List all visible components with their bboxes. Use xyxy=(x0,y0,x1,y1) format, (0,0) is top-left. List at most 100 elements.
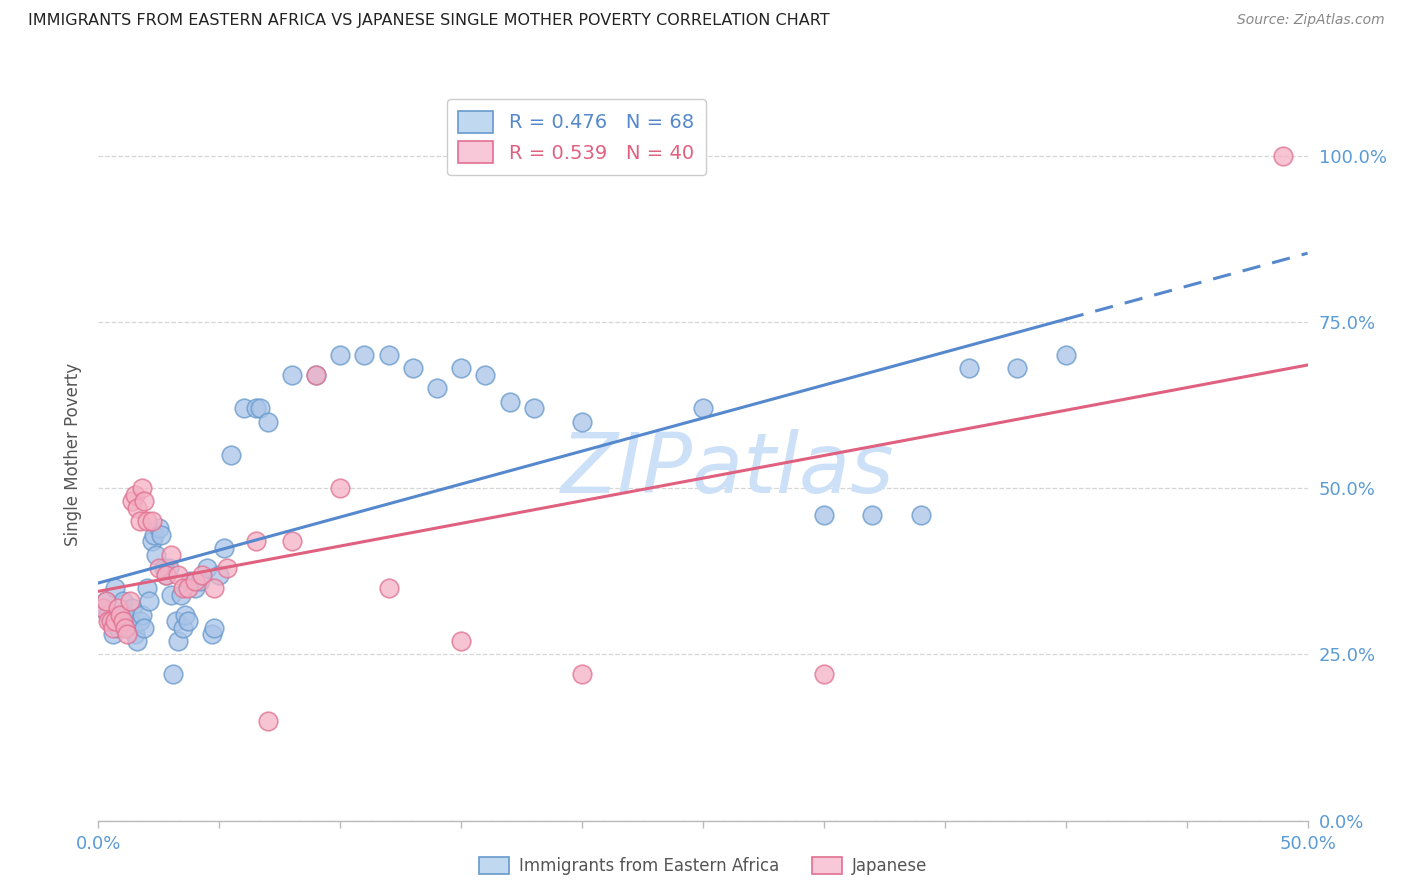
Point xyxy=(97,607,120,622)
Point xyxy=(221,448,243,462)
Point xyxy=(195,561,218,575)
Point xyxy=(177,581,200,595)
Point xyxy=(377,348,399,362)
Point xyxy=(450,634,472,648)
Point xyxy=(118,594,141,608)
Point xyxy=(1272,149,1295,163)
Point xyxy=(155,567,177,582)
Point xyxy=(523,401,546,416)
Point xyxy=(121,494,143,508)
Point xyxy=(329,481,352,495)
Text: IMMIGRANTS FROM EASTERN AFRICA VS JAPANESE SINGLE MOTHER POVERTY CORRELATION CHA: IMMIGRANTS FROM EASTERN AFRICA VS JAPANE… xyxy=(28,13,830,29)
Point xyxy=(165,614,187,628)
Point xyxy=(281,534,304,549)
Point xyxy=(100,614,122,628)
Legend: Immigrants from Eastern Africa, Japanese: Immigrants from Eastern Africa, Japanese xyxy=(472,850,934,882)
Point xyxy=(305,368,328,383)
Point xyxy=(426,381,449,395)
Point xyxy=(145,548,167,562)
Point xyxy=(111,614,134,628)
Point xyxy=(177,614,200,628)
Point xyxy=(474,368,496,383)
Point xyxy=(94,594,117,608)
Point xyxy=(155,567,177,582)
Point xyxy=(138,594,160,608)
Point xyxy=(377,581,399,595)
Point xyxy=(256,714,278,728)
Point xyxy=(148,561,170,575)
Point xyxy=(108,614,131,628)
Point xyxy=(91,600,114,615)
Point xyxy=(329,348,352,362)
Point xyxy=(860,508,883,522)
Point xyxy=(117,621,139,635)
Text: ZIPatlas: ZIPatlas xyxy=(561,429,894,510)
Point xyxy=(179,574,201,589)
Point xyxy=(188,574,211,589)
Point xyxy=(232,401,254,416)
Point xyxy=(160,548,183,562)
Point xyxy=(249,401,271,416)
Point xyxy=(152,561,174,575)
Point xyxy=(117,627,139,641)
Point xyxy=(101,621,124,635)
Point xyxy=(94,594,117,608)
Point xyxy=(450,361,472,376)
Point xyxy=(143,527,166,541)
Point xyxy=(157,561,180,575)
Point xyxy=(281,368,304,383)
Point xyxy=(215,561,238,575)
Point xyxy=(107,600,129,615)
Point xyxy=(111,594,134,608)
Point xyxy=(256,415,278,429)
Point xyxy=(134,494,156,508)
Point xyxy=(108,607,131,622)
Point xyxy=(167,634,190,648)
Point xyxy=(813,667,835,681)
Point xyxy=(167,567,190,582)
Point xyxy=(305,368,328,383)
Point xyxy=(245,401,267,416)
Point xyxy=(101,627,124,641)
Point xyxy=(172,621,194,635)
Point xyxy=(571,667,593,681)
Point xyxy=(184,574,207,589)
Point xyxy=(191,567,214,582)
Point xyxy=(135,515,157,529)
Point xyxy=(128,515,150,529)
Point xyxy=(97,614,120,628)
Point xyxy=(498,394,520,409)
Text: Source: ZipAtlas.com: Source: ZipAtlas.com xyxy=(1237,13,1385,28)
Point xyxy=(353,348,375,362)
Point xyxy=(141,515,163,529)
Point xyxy=(184,581,207,595)
Point xyxy=(107,621,129,635)
Point xyxy=(1054,348,1077,362)
Point xyxy=(124,627,146,641)
Point xyxy=(104,581,127,595)
Point xyxy=(204,621,226,635)
Point xyxy=(114,607,136,622)
Point xyxy=(692,401,714,416)
Point xyxy=(169,588,191,602)
Point xyxy=(135,581,157,595)
Legend: R = 0.476   N = 68, R = 0.539   N = 40: R = 0.476 N = 68, R = 0.539 N = 40 xyxy=(447,99,706,175)
Point xyxy=(402,361,425,376)
Point xyxy=(571,415,593,429)
Point xyxy=(141,534,163,549)
Point xyxy=(174,607,197,622)
Point xyxy=(162,667,184,681)
Point xyxy=(127,501,149,516)
Point xyxy=(134,621,156,635)
Point xyxy=(201,627,224,641)
Y-axis label: Single Mother Poverty: Single Mother Poverty xyxy=(63,363,82,547)
Point xyxy=(813,508,835,522)
Point xyxy=(131,481,153,495)
Point xyxy=(150,527,173,541)
Point xyxy=(910,508,932,522)
Point xyxy=(212,541,235,555)
Point xyxy=(148,521,170,535)
Point xyxy=(204,581,226,595)
Point xyxy=(245,534,267,549)
Point xyxy=(1007,361,1029,376)
